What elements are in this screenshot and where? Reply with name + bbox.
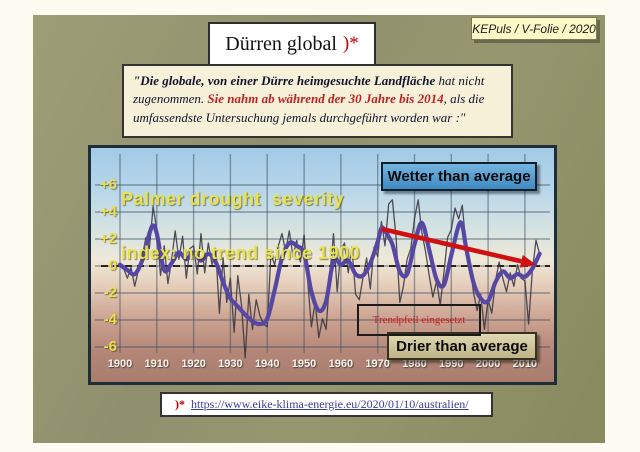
x-tick-label: 1980 xyxy=(402,358,427,370)
presentation-slide: Dürren global)* KEPuls / V-Folie / 2020 … xyxy=(33,15,605,443)
chart-title: Palmer drought severity index: no trend … xyxy=(121,154,360,298)
trend-arrow xyxy=(380,226,536,268)
source-link-box: )* https://www.eike-klima-energie.eu/202… xyxy=(160,392,493,417)
x-tick-label: 1920 xyxy=(181,358,206,370)
x-tick-label: 1950 xyxy=(291,358,317,370)
slide-title-box: Dürren global)* xyxy=(208,22,376,66)
y-tick-label: -2 xyxy=(103,284,117,301)
x-tick-label: 1940 xyxy=(254,358,280,370)
x-tick-label: 2010 xyxy=(512,358,538,370)
y-tick-label: 0 xyxy=(108,257,117,274)
trend-arrow-annotation-box: Trendpfeil eingesetzt xyxy=(357,304,481,336)
footnote-marker-footer: )* xyxy=(175,397,185,411)
quote-segment: hat nicht zugenommen. xyxy=(133,73,485,107)
slide-badge: KEPuls / V-Folie / 2020 xyxy=(471,17,597,40)
y-tick-label: +2 xyxy=(99,230,117,247)
drought-chart: Palmer drought severity index: no trend … xyxy=(88,145,557,385)
x-tick-label: 1970 xyxy=(365,358,390,370)
x-tick-label: 2000 xyxy=(475,358,501,370)
y-tick-label: +4 xyxy=(99,203,117,220)
slide-title: Dürren global xyxy=(225,32,337,55)
quote-segment: "Die globale, von einer Dürre heimgesuch… xyxy=(133,73,436,88)
y-tick-label: +6 xyxy=(99,176,117,193)
x-tick-label: 1930 xyxy=(218,358,243,370)
quote-box: "Die globale, von einer Dürre heimgesuch… xyxy=(122,64,513,138)
x-tick-label: 1960 xyxy=(328,358,354,370)
quote-text: "Die globale, von einer Dürre heimgesuch… xyxy=(133,73,484,125)
y-tick-label: -6 xyxy=(103,338,117,355)
quote-segment: Sie nahm ab während der 30 Jahre bis 201… xyxy=(207,91,444,107)
chart-title-line2: index: no trend since 1900 xyxy=(121,243,361,263)
x-tick-label: 1990 xyxy=(439,358,464,370)
x-tick-label: 1910 xyxy=(144,358,170,370)
chart-plot xyxy=(95,154,550,359)
y-tick-label: -4 xyxy=(103,311,117,328)
chart-title-line1: Palmer drought severity xyxy=(121,189,345,209)
quote-segment: , als die umfassendste Untersuchung jema… xyxy=(133,91,485,125)
source-link[interactable]: https://www.eike-klima-energie.eu/2020/0… xyxy=(191,397,469,411)
footnote-marker: )* xyxy=(342,33,359,54)
slide-badge-text: KEPuls / V-Folie / 2020 xyxy=(472,21,596,36)
wetter-than-average-label: Wetter than average xyxy=(381,162,537,191)
x-tick-label: 1900 xyxy=(107,358,133,370)
drier-than-average-label: Drier than average xyxy=(387,332,537,360)
